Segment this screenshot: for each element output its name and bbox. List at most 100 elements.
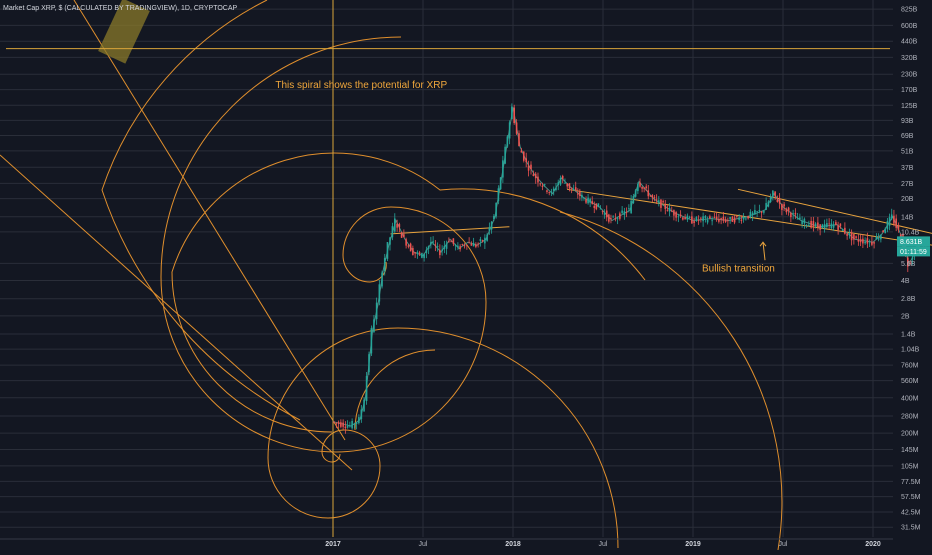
- candle-body: [733, 217, 736, 223]
- y-axis[interactable]: 825B 600B 440B 320B 230B 170B 125B 93B 69B 51B 37B…: [901, 7, 921, 532]
- candle-body: [441, 249, 443, 251]
- candle-body: [700, 217, 702, 219]
- candle-body: [439, 250, 441, 256]
- candle-body: [333, 421, 335, 423]
- candle-body: [360, 409, 363, 420]
- x-tick-label: Jul: [779, 541, 788, 548]
- candle-body: [890, 214, 893, 219]
- candle-body: [421, 253, 423, 258]
- candle-body: [383, 257, 386, 272]
- candle-body: [864, 241, 866, 244]
- candle-body: [848, 233, 851, 236]
- candle-body: [715, 216, 718, 220]
- candle-body: [796, 218, 799, 220]
- candle-body: [532, 174, 535, 177]
- y-tick-label: 825B: [901, 7, 918, 14]
- candle-body: [614, 217, 617, 220]
- candle-body: [349, 425, 351, 427]
- y-tick-label: 93B: [901, 118, 914, 125]
- candle-body: [344, 426, 347, 429]
- y-tick-label: 51B: [901, 148, 914, 155]
- candle-body: [539, 183, 542, 185]
- candle-body: [457, 245, 459, 248]
- candle-body: [677, 216, 680, 218]
- candle-body: [589, 198, 591, 203]
- candle-body: [839, 223, 842, 227]
- candle-body: [720, 218, 722, 220]
- candle-body: [477, 243, 479, 245]
- candle-body: [749, 211, 752, 218]
- candle-body: [436, 246, 439, 247]
- candle-body: [484, 237, 486, 244]
- candle-body: [564, 182, 566, 184]
- y-tick-label: 2B: [901, 313, 910, 320]
- candle-body: [425, 249, 428, 253]
- candle-body: [396, 223, 398, 228]
- y-tick-label: 69B: [901, 133, 914, 140]
- candle-body: [736, 215, 738, 217]
- candle-body: [454, 245, 457, 247]
- candle-body: [812, 221, 815, 227]
- candle-body: [574, 187, 577, 191]
- y-tick-label: 560M: [901, 378, 919, 385]
- candle-body: [695, 217, 698, 221]
- x-tick-label: Jul: [419, 541, 428, 548]
- x-tick-label: 2018: [505, 541, 521, 548]
- candle-body: [628, 208, 630, 210]
- candle-body: [375, 302, 378, 320]
- annotation-text: This spiral shows the potential for XRP: [275, 80, 447, 91]
- candle-body: [724, 219, 727, 223]
- candle-body: [875, 236, 878, 240]
- candle-body: [391, 226, 394, 238]
- chart-title: Market Cap XRP, $ (CALCULATED BY TRADING…: [3, 5, 238, 12]
- candle-body: [398, 224, 401, 228]
- candle-body: [381, 272, 383, 287]
- candle-body: [817, 222, 819, 228]
- y-tick-label: 145M: [901, 447, 919, 454]
- candle-body: [634, 190, 637, 197]
- candle-body: [605, 210, 608, 218]
- countdown-tag: [897, 246, 930, 257]
- candle-body: [616, 218, 619, 220]
- y-tick-label: 57.5M: [901, 494, 921, 501]
- candle-body: [423, 253, 425, 259]
- candle-body: [787, 207, 790, 212]
- y-tick-label: 400M: [901, 395, 919, 402]
- candle-body: [619, 213, 621, 219]
- candle-body: [525, 158, 527, 163]
- y-tick-label: 1.04B: [901, 347, 920, 354]
- x-axis[interactable]: 2017Jul2018Jul2019Jul2020Jul2021Jul: [0, 538, 932, 548]
- candle-body: [866, 238, 869, 244]
- arrow-head: [759, 241, 767, 247]
- candle-body: [808, 224, 810, 227]
- y-tick-label: 320B: [901, 55, 918, 62]
- candle-body: [543, 184, 546, 186]
- candle-body: [897, 225, 900, 230]
- candle-body: [862, 238, 864, 244]
- candle-body: [527, 165, 530, 171]
- spiral-arc: [171, 152, 646, 433]
- candle-body: [828, 223, 830, 225]
- x-tick-label: 2020: [865, 541, 881, 548]
- candle-body: [608, 214, 610, 222]
- candle-body: [799, 217, 801, 220]
- candle-body: [783, 204, 785, 207]
- annotation-text: Bullish transition: [702, 263, 775, 274]
- candle-body: [645, 186, 647, 189]
- candle-body: [490, 221, 493, 230]
- candle-body: [639, 182, 641, 187]
- arrow-shaft: [762, 242, 766, 261]
- candle-body: [412, 247, 414, 255]
- candle-body: [603, 213, 606, 215]
- candle-body: [346, 425, 349, 428]
- candle-body: [414, 252, 416, 254]
- candle-body: [767, 201, 770, 207]
- candle-body: [515, 122, 518, 134]
- candle-body: [378, 284, 381, 302]
- candle-body: [520, 150, 523, 153]
- x-tick-label: 2017: [325, 541, 341, 548]
- candle-body: [630, 200, 632, 214]
- candle-body: [641, 186, 643, 189]
